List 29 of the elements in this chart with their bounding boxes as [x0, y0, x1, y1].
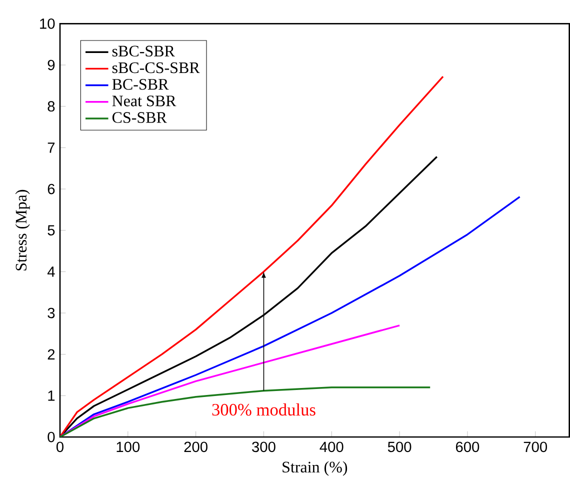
- x-tick-label: 600: [456, 442, 480, 452]
- y-axis-title: Stress (Mpa): [15, 190, 30, 270]
- x-tick-label: 200: [184, 442, 208, 452]
- y-tick-label: 9: [48, 60, 55, 70]
- y-tick-label: 0: [48, 432, 55, 442]
- legend-label: Neat SBR: [112, 96, 176, 106]
- x-tick-label: 700: [524, 442, 548, 452]
- x-tick-label: 0: [56, 442, 64, 452]
- x-tick-label: 100: [116, 442, 140, 452]
- y-tick-label: 4: [47, 266, 55, 277]
- y-tick-label: 7: [48, 142, 55, 153]
- y-tick-label: 8: [48, 101, 55, 112]
- y-tick-label: 3: [48, 308, 55, 318]
- x-tick-label: 500: [388, 442, 412, 452]
- line-series: [60, 196, 521, 437]
- x-tick-label: 400: [320, 442, 344, 452]
- y-tick-label: 6: [48, 184, 55, 194]
- x-axis-title: Strain (%): [282, 461, 348, 476]
- legend-label: CS-SBR: [112, 112, 167, 123]
- y-tick-label: 10: [40, 18, 55, 29]
- legend-label: sBC-CS-SBR: [112, 62, 200, 74]
- legend-label: sBC-SBR: [112, 46, 175, 57]
- y-tick-label: 2: [48, 349, 55, 360]
- y-tick-label: 5: [48, 225, 55, 236]
- line-series: [60, 386, 431, 437]
- y-tick-label: 1: [48, 390, 55, 401]
- x-tick-label: 300: [252, 442, 276, 452]
- legend-label: BC-SBR: [112, 78, 169, 90]
- annotation: 300% modulus: [212, 403, 316, 416]
